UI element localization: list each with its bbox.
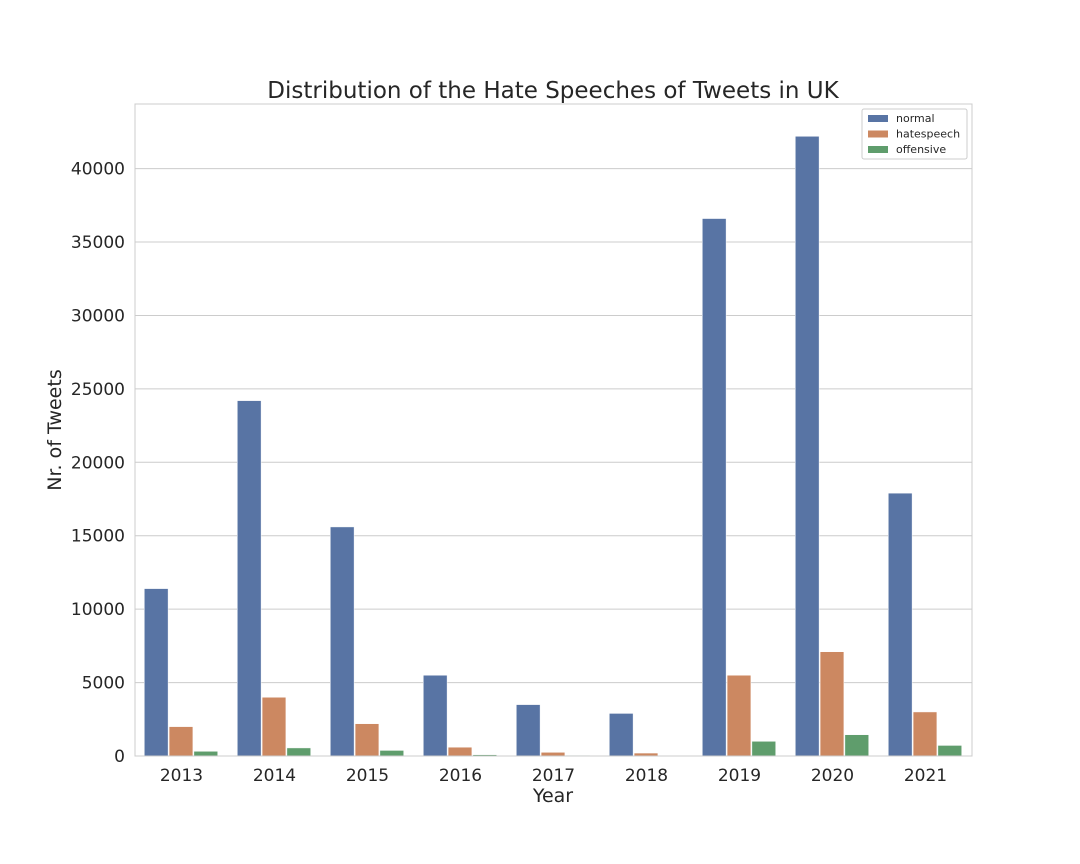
y-tick-label: 5000 bbox=[82, 674, 125, 694]
x-tick-label: 2016 bbox=[439, 766, 482, 786]
plot-frame bbox=[134, 103, 973, 757]
bar-offensive-2015 bbox=[379, 750, 404, 757]
y-tick-label: 20000 bbox=[71, 453, 125, 473]
legend-label-hatespeech: hatespeech bbox=[896, 128, 960, 141]
x-tick-label: 2015 bbox=[346, 766, 389, 786]
bar-normal-2018 bbox=[609, 713, 634, 757]
bar-normal-2015 bbox=[330, 526, 355, 757]
legend-swatch-offensive bbox=[868, 146, 888, 153]
y-tick-label: 10000 bbox=[71, 600, 125, 620]
bar-normal-2019 bbox=[702, 218, 727, 757]
bar-hatespeech-2015 bbox=[354, 723, 380, 757]
x-tick-label: 2013 bbox=[160, 766, 203, 786]
bar-normal-2021 bbox=[888, 492, 913, 757]
bar-offensive-2021 bbox=[937, 745, 962, 757]
bar-hatespeech-2013 bbox=[168, 726, 194, 757]
bar-hatespeech-2020 bbox=[819, 651, 845, 757]
bar-normal-2020 bbox=[795, 136, 820, 757]
y-tick-label: 25000 bbox=[71, 380, 125, 400]
x-tick-label: 2017 bbox=[532, 766, 575, 786]
bar-hatespeech-2021 bbox=[912, 711, 938, 757]
gridlines bbox=[135, 168, 972, 757]
x-tick-labels: 2013 2014 2015 2016 2017 2018 2019 2020 2021 bbox=[160, 766, 947, 786]
y-tick-label: 30000 bbox=[71, 306, 125, 326]
chart-title: Distribution of the Hate Speeches of Twe… bbox=[267, 78, 839, 104]
x-tick-label: 2019 bbox=[718, 766, 761, 786]
x-tick-label: 2021 bbox=[904, 766, 947, 786]
bar-hatespeech-2017 bbox=[540, 752, 566, 757]
bars bbox=[144, 136, 962, 757]
bar-offensive-2013 bbox=[193, 751, 218, 757]
legend-swatch-hatespeech bbox=[868, 130, 888, 138]
x-tick-label: 2014 bbox=[253, 766, 296, 786]
bar-hatespeech-2014 bbox=[261, 697, 287, 757]
legend-box bbox=[861, 108, 968, 160]
bar-normal-2013 bbox=[144, 588, 169, 757]
bar-hatespeech-2016 bbox=[447, 746, 473, 757]
y-tick-label: 15000 bbox=[71, 527, 125, 547]
x-tick-label: 2018 bbox=[625, 766, 668, 786]
bar-offensive-2014 bbox=[286, 747, 311, 757]
y-tick-label: 35000 bbox=[71, 233, 125, 253]
bar-hatespeech-2019 bbox=[726, 674, 752, 757]
y-tick-label: 0 bbox=[114, 747, 125, 767]
bar-offensive-2020 bbox=[844, 734, 869, 757]
x-tick-label: 2020 bbox=[811, 766, 854, 786]
legend-label-offensive: offensive bbox=[896, 143, 946, 156]
bar-normal-2014 bbox=[237, 400, 262, 757]
y-tick-labels: 0 5000 10000 15000 20000 25000 30000 35000 40000 bbox=[71, 160, 125, 767]
y-tick-label: 40000 bbox=[71, 160, 125, 180]
legend-label-normal: normal bbox=[896, 112, 935, 125]
bar-normal-2016 bbox=[423, 674, 448, 757]
legend: normal hatespeech offensive bbox=[861, 108, 968, 160]
bar-normal-2017 bbox=[516, 704, 541, 757]
y-axis-label: Nr. of Tweets bbox=[44, 369, 66, 490]
x-axis-label: Year bbox=[532, 785, 573, 807]
bar-offensive-2019 bbox=[751, 741, 776, 757]
legend-swatch-normal bbox=[868, 115, 888, 122]
